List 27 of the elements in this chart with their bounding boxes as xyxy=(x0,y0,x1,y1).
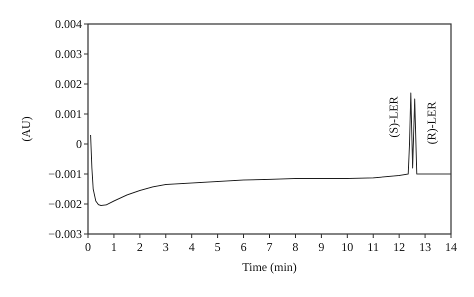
x-tick-label: 6 xyxy=(240,240,247,254)
y-tick-label: 0.001 xyxy=(55,107,82,121)
y-tick-label: −0.003 xyxy=(48,227,82,241)
y-tick-label: 0.003 xyxy=(55,47,82,61)
x-tick-label: 12 xyxy=(393,240,406,254)
annotation: (R)-LER xyxy=(424,102,438,144)
x-tick-label: 0 xyxy=(85,240,91,254)
x-tick-label: 11 xyxy=(367,240,379,254)
x-tick-label: 10 xyxy=(341,240,354,254)
x-tick-label: 2 xyxy=(136,240,143,254)
annotation: (S)-LER xyxy=(386,96,401,138)
x-tick-label: 4 xyxy=(188,240,195,254)
x-tick-label: 14 xyxy=(445,240,457,254)
x-tick-label: 9 xyxy=(318,240,324,254)
x-tick-label: 3 xyxy=(162,240,169,254)
y-tick-label: 0.004 xyxy=(55,17,82,31)
x-tick-label: 8 xyxy=(292,240,298,254)
x-tick-label: 5 xyxy=(214,240,221,254)
y-axis-title: (AU) xyxy=(19,116,33,142)
y-tick-label: 0.002 xyxy=(55,77,82,91)
x-tick-label: 1 xyxy=(110,240,117,254)
y-tick-label: 0 xyxy=(76,137,82,151)
y-tick-label: −0.001 xyxy=(48,167,82,181)
y-tick-label: −0.002 xyxy=(48,197,82,211)
x-axis-title: Time (min) xyxy=(242,260,297,274)
x-tick-label: 13 xyxy=(419,240,432,254)
x-tick-label: 7 xyxy=(266,240,272,254)
